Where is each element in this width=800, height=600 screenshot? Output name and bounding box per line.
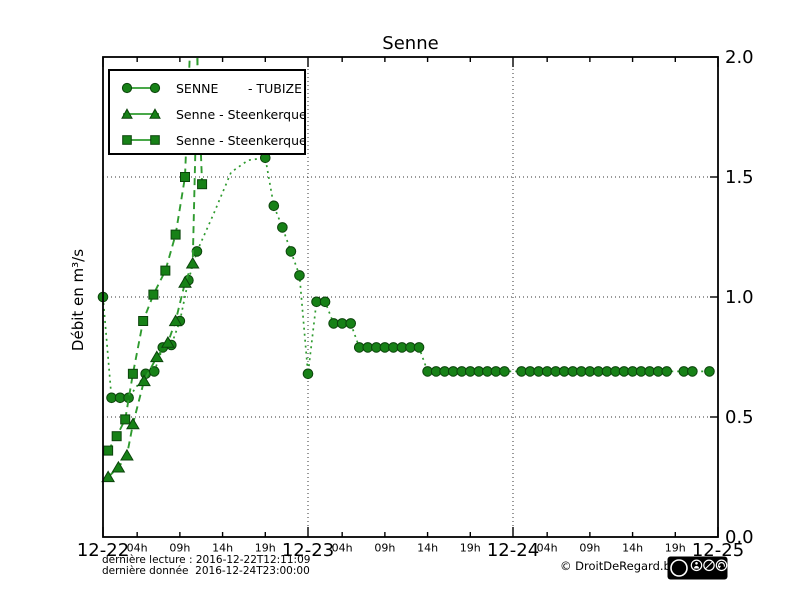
svg-text:2.0: 2.0 (725, 47, 754, 68)
chart-title: Senne (382, 33, 439, 54)
svg-text:04h: 04h (127, 542, 148, 555)
legend-marker-circle-icon (121, 82, 161, 94)
svg-text:09h: 09h (169, 542, 190, 555)
svg-text:04h: 04h (332, 542, 353, 555)
legend-marker-triangle-icon (121, 108, 161, 119)
svg-text:14h: 14h (417, 542, 438, 555)
svg-text:12-24: 12-24 (487, 540, 539, 561)
svg-text:09h: 09h (374, 542, 395, 555)
cc-sa-icon: SA (715, 559, 728, 580)
svg-text:BY: BY (694, 574, 700, 580)
legend-label: Senne - Steenkerque (176, 106, 307, 122)
legend-entry-steenkerque-1: Senne - Steenkerque (110, 101, 307, 127)
svg-text:1.0: 1.0 (725, 287, 754, 308)
svg-text:09h: 09h (579, 542, 600, 555)
svg-text:12-22: 12-22 (77, 540, 129, 561)
legend-marker-square-icon (122, 135, 160, 145)
svg-text:04h: 04h (537, 542, 558, 555)
svg-text:12-25: 12-25 (692, 540, 744, 561)
legend-label: Senne - Steenkerque (176, 132, 307, 148)
svg-text:SA: SA (718, 574, 725, 580)
last-data-note: dernière donnée 2016-12-24T23:00:00 (102, 565, 310, 577)
svg-text:14h: 14h (212, 542, 233, 555)
legend-label: SENNE (176, 80, 219, 96)
svg-text:NC: NC (706, 574, 713, 580)
legend: SENNE - TUBIZE Senne - Steenkerque Senne… (108, 69, 307, 155)
legend-entry-tubize: SENNE - TUBIZE (110, 75, 304, 101)
legend-entry-steenkerque-2: Senne - Steenkerque (110, 127, 307, 153)
last-reading-note: dernière lecture : 2016-12-22T12:11:09 (102, 554, 311, 566)
legend-label-station: - TUBIZE (248, 80, 302, 96)
svg-text:19h: 19h (255, 542, 276, 555)
svg-text:cc: cc (674, 564, 685, 574)
svg-text:0.5: 0.5 (725, 407, 754, 428)
svg-text:12-23: 12-23 (282, 540, 334, 561)
svg-text:19h: 19h (665, 542, 686, 555)
svg-text:0.0: 0.0 (725, 527, 754, 548)
svg-text:14h: 14h (622, 542, 643, 555)
copyright-text: © DroitDeRegard.be (560, 559, 678, 573)
svg-text:19h: 19h (460, 542, 481, 555)
cc-by-nc-sa-badge: cc BY $ NC SA (667, 556, 728, 580)
cc-logo-icon: cc (670, 559, 688, 577)
cc-nc-icon: $ NC (703, 559, 715, 580)
svg-text:1.5: 1.5 (725, 167, 754, 188)
cc-by-icon: BY (690, 559, 703, 580)
y-axis-label: Débit en m³/s (69, 248, 87, 352)
